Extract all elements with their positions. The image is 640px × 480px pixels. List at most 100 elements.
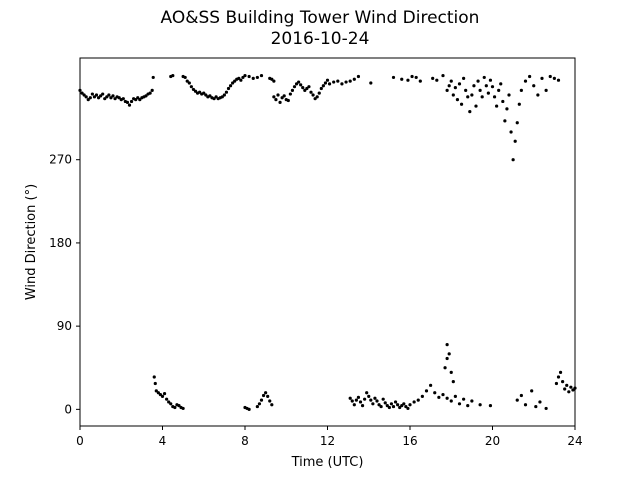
data-point <box>259 398 264 402</box>
data-point <box>138 98 142 102</box>
data-point <box>286 98 290 103</box>
data-point <box>544 88 548 92</box>
data-point <box>497 88 501 92</box>
data-point <box>297 80 301 84</box>
data-point <box>171 73 175 78</box>
data-point <box>507 93 511 97</box>
data-point <box>158 392 163 397</box>
data-point <box>484 84 488 88</box>
data-point <box>222 93 226 97</box>
data-point <box>204 93 208 97</box>
data-point <box>360 404 365 408</box>
data-point <box>449 370 453 374</box>
data-point <box>99 94 103 98</box>
data-point <box>189 85 193 89</box>
data-point <box>464 88 468 92</box>
data-point <box>344 80 348 84</box>
data-point <box>569 385 573 389</box>
data-point <box>212 97 216 101</box>
data-point <box>488 404 493 408</box>
data-point <box>519 88 523 92</box>
data-point <box>371 402 375 406</box>
x-tick-label: 16 <box>402 434 417 448</box>
data-point <box>303 88 307 92</box>
x-tick-label: 0 <box>76 434 84 448</box>
data-point <box>307 85 311 89</box>
data-point <box>501 99 505 104</box>
data-point <box>272 79 276 83</box>
data-point <box>94 93 99 97</box>
data-point <box>259 73 264 78</box>
data-point <box>109 96 113 100</box>
data-point <box>571 388 575 392</box>
data-point <box>511 158 515 162</box>
data-point <box>167 400 171 404</box>
data-point <box>80 91 84 95</box>
data-point <box>515 121 519 125</box>
data-point <box>103 97 107 101</box>
data-point <box>86 98 90 102</box>
data-point <box>412 400 416 404</box>
data-point <box>445 356 449 361</box>
data-point <box>470 93 474 97</box>
data-point <box>429 383 433 387</box>
data-point <box>144 94 148 98</box>
data-point <box>247 407 251 411</box>
data-point <box>495 104 499 108</box>
data-point <box>398 405 402 410</box>
data-point <box>327 82 332 86</box>
data-point <box>239 78 243 82</box>
data-point <box>556 375 561 379</box>
data-point <box>117 96 121 100</box>
data-point <box>198 90 202 94</box>
data-point <box>449 399 453 403</box>
data-point <box>136 96 140 100</box>
data-point <box>490 85 495 89</box>
data-point <box>278 100 282 104</box>
data-point <box>449 79 453 83</box>
x-tick-label: 8 <box>241 434 249 448</box>
data-point <box>261 393 266 398</box>
data-point <box>478 88 482 92</box>
data-point <box>505 107 509 111</box>
data-point <box>154 389 158 393</box>
y-axis-label: Wind Direction (°) <box>24 184 39 300</box>
data-point <box>309 90 313 94</box>
data-point <box>363 397 367 401</box>
data-point <box>226 86 231 91</box>
data-point <box>96 96 101 100</box>
data-point <box>499 82 503 86</box>
data-point <box>503 119 507 123</box>
data-point <box>336 79 340 83</box>
data-point <box>418 79 422 83</box>
chart-subtitle: 2016-10-24 <box>270 29 370 49</box>
data-point <box>556 78 561 82</box>
data-point <box>474 104 478 108</box>
y-tick-label: 270 <box>49 153 72 167</box>
data-point <box>552 76 556 80</box>
data-point <box>408 403 412 407</box>
data-point <box>509 130 513 134</box>
data-point <box>317 91 321 95</box>
data-point <box>129 99 134 104</box>
data-point <box>530 389 534 393</box>
data-point <box>389 402 394 406</box>
data-point <box>459 102 464 106</box>
data-point <box>441 73 445 78</box>
data-point <box>148 91 152 95</box>
data-point <box>457 402 462 406</box>
data-point <box>385 404 389 408</box>
data-point <box>340 82 344 86</box>
data-point <box>424 389 429 393</box>
data-point <box>282 94 286 98</box>
data-point <box>162 392 167 396</box>
data-point <box>257 402 262 406</box>
data-point <box>478 403 482 407</box>
data-point <box>290 88 295 92</box>
data-point <box>404 404 408 409</box>
data-point <box>288 92 292 96</box>
data-point <box>367 394 371 399</box>
data-point <box>208 94 212 98</box>
data-point <box>156 391 160 395</box>
data-point <box>268 399 272 403</box>
